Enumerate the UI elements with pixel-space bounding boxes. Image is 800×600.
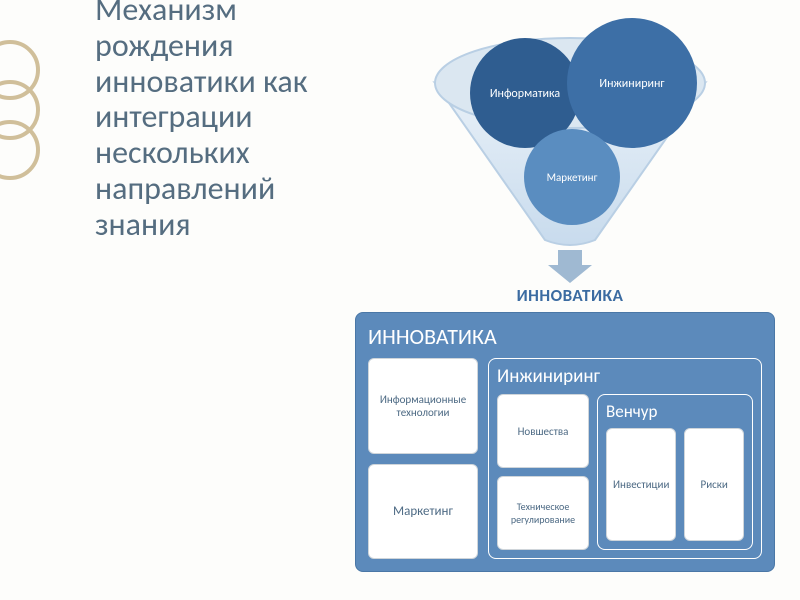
- slide-decor-rings: [0, 40, 70, 220]
- box-novelties: Новшества: [497, 394, 589, 468]
- funnel-diagram: ИнформатикаИнжинирингМаркетинг ИННОВАТИК…: [380, 5, 760, 285]
- panel-title: ИННОВАТИКА: [368, 323, 762, 350]
- engineering-group: Инжиниринг Новшества Техническое регулир…: [488, 358, 762, 559]
- slide-title: Механизм рождения инноватики как интегра…: [95, 0, 315, 243]
- box-it: Информационные технологии: [368, 358, 478, 454]
- engineering-left-column: Новшества Техническое регулирование: [497, 394, 589, 550]
- venture-title: Венчур: [606, 401, 744, 422]
- svg-text:Маркетинг: Маркетинг: [547, 171, 598, 184]
- box-marketing: Маркетинг: [368, 464, 478, 560]
- venture-group: Венчур Инвестиции Риски: [597, 394, 753, 550]
- funnel-output-label: ИННОВАТИКА: [380, 285, 760, 306]
- svg-text:Информатика: Информатика: [490, 87, 561, 101]
- engineering-title: Инжиниринг: [497, 365, 753, 388]
- panel-left-column: Информационные технологии Маркетинг: [368, 358, 478, 559]
- box-tech-regulation: Техническое регулирование: [497, 476, 589, 550]
- panel-body: Информационные технологии Маркетинг Инжи…: [368, 358, 762, 559]
- innovatika-panel: ИННОВАТИКА Информационные технологии Мар…: [355, 312, 775, 572]
- svg-text:Инжиниринг: Инжиниринг: [599, 77, 665, 91]
- box-investments: Инвестиции: [606, 428, 676, 541]
- box-risks: Риски: [684, 428, 744, 541]
